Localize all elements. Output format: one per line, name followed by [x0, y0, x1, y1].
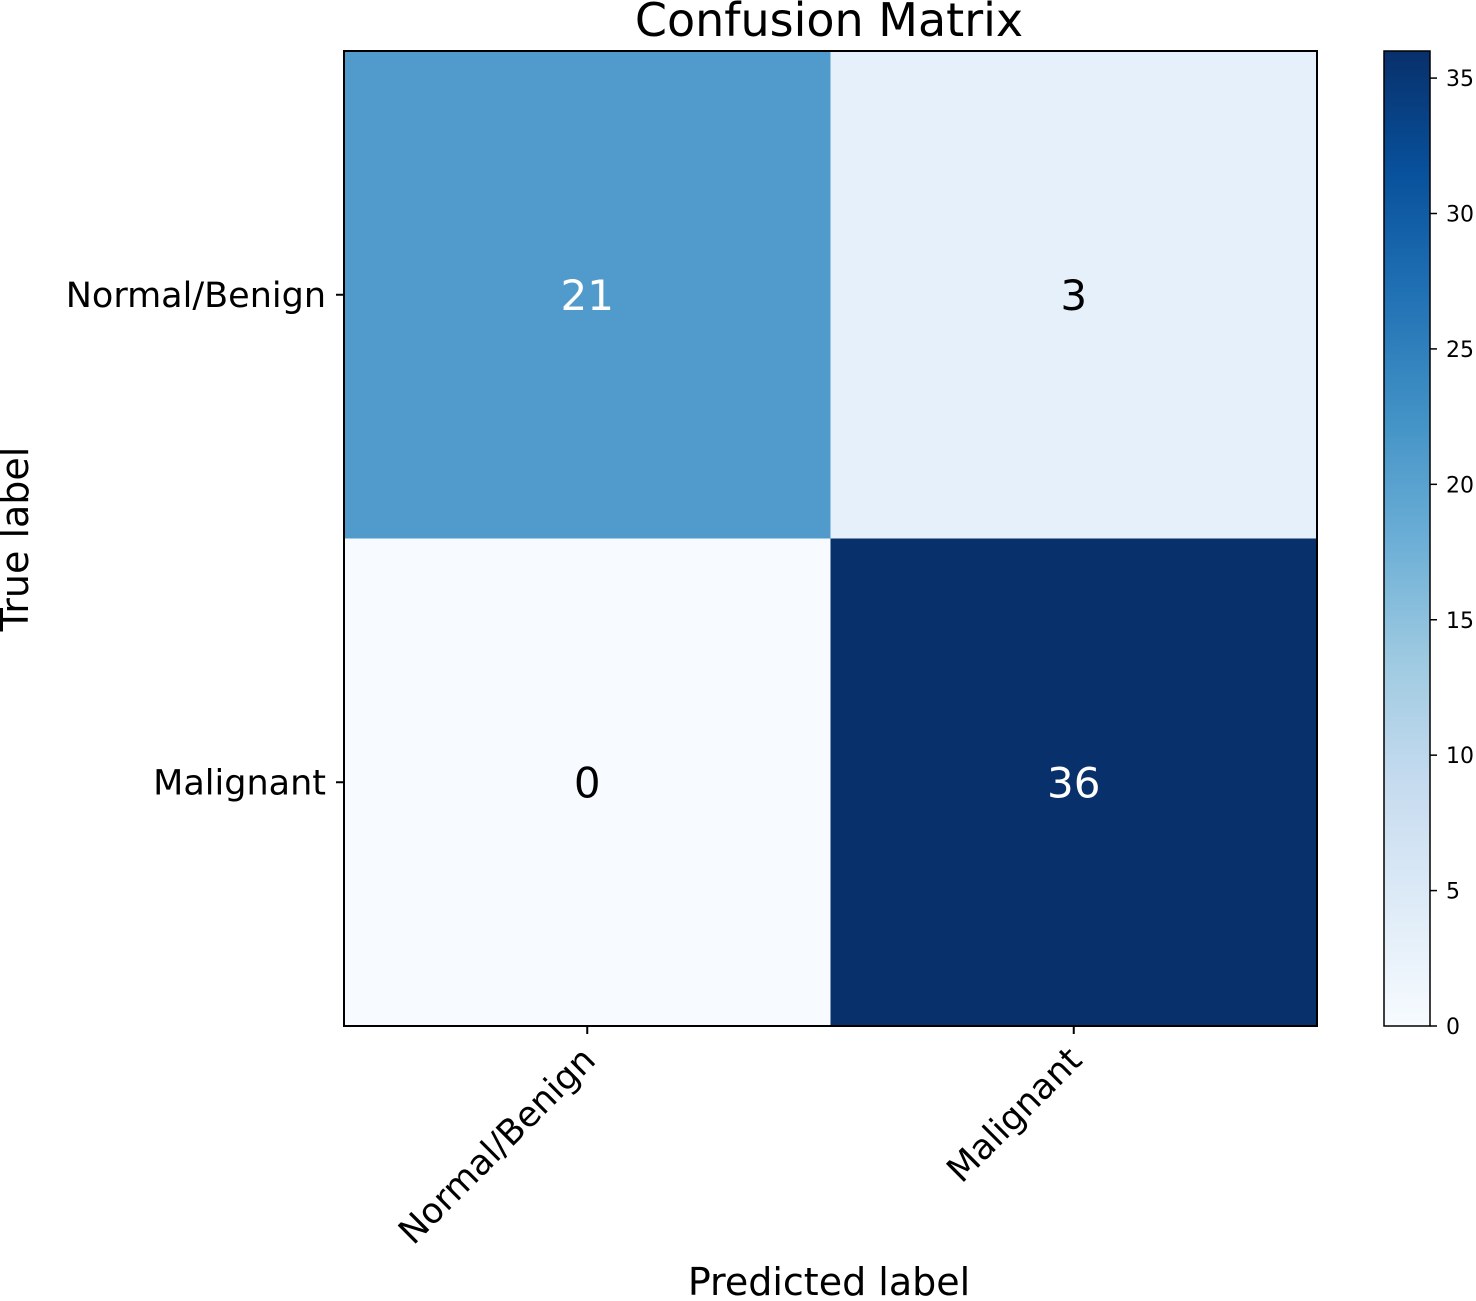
heatmap-cell — [344, 51, 831, 539]
x-tick-label: Malignant — [940, 1040, 1091, 1191]
colorbar-tick-label: 35 — [1446, 67, 1474, 92]
colorbar-tick-label: 10 — [1446, 744, 1474, 769]
chart-title: Confusion Matrix — [635, 0, 1023, 47]
y-tick-label: Malignant — [153, 763, 326, 803]
cell-value-labels: 21 3 0 36 — [561, 271, 1101, 808]
heatmap-cells — [344, 51, 1318, 1027]
cell-value-label: 21 — [561, 271, 614, 320]
colorbar: 0 5 10 15 20 25 30 35 — [1383, 50, 1474, 1040]
cell-value-label: 3 — [1060, 271, 1087, 320]
colorbar-tick-label: 30 — [1446, 203, 1474, 228]
colorbar-tick-label: 5 — [1446, 880, 1460, 905]
y-axis-label: True label — [0, 447, 37, 633]
colorbar-tick-label: 20 — [1446, 473, 1474, 498]
colorbar-tick-label: 0 — [1446, 1015, 1460, 1040]
cell-value-label: 36 — [1047, 758, 1100, 807]
colorbar-tick-label: 25 — [1446, 338, 1474, 363]
colorbar-gradient — [1383, 50, 1431, 1027]
x-axis-label: Predicted label — [688, 1260, 970, 1301]
x-axis-ticks: Normal/Benign Malignant — [391, 1026, 1090, 1252]
y-tick-label: Normal/Benign — [66, 276, 326, 316]
plot-frame — [343, 50, 1318, 1027]
y-axis-ticks: Normal/Benign Malignant — [66, 276, 344, 803]
cell-value-label: 0 — [574, 758, 601, 807]
heatmap-cell — [830, 538, 1318, 1027]
colorbar-tick-label: 15 — [1446, 609, 1474, 634]
x-tick-label: Normal/Benign — [391, 1040, 603, 1252]
heatmap-cell — [344, 538, 831, 1027]
colorbar-ticks: 0 5 10 15 20 25 30 35 — [1430, 67, 1474, 1040]
heatmap-cell — [830, 51, 1318, 539]
